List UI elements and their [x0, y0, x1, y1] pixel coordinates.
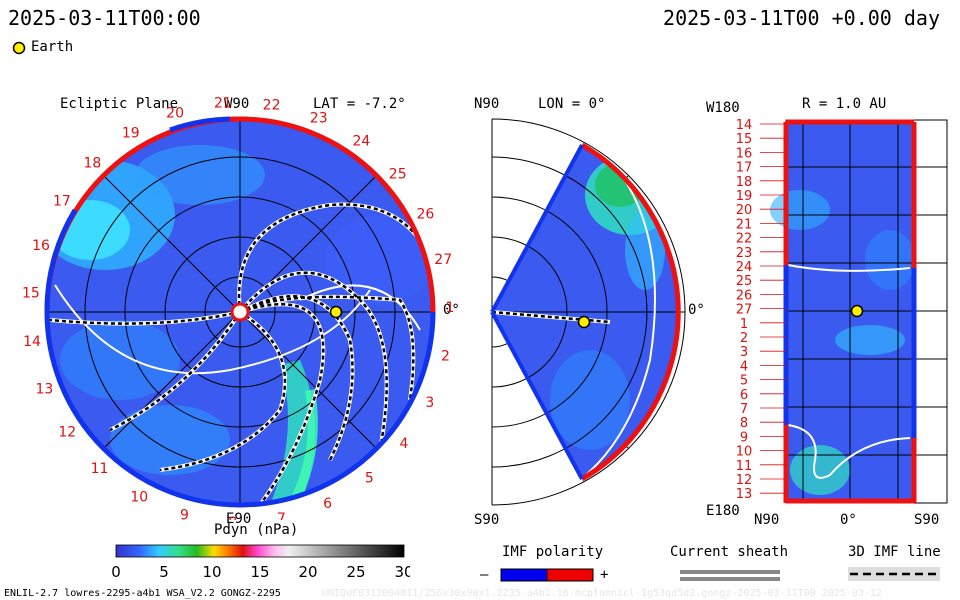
ecliptic-rotation-label: 26: [416, 206, 434, 222]
colorbar-tick-label: 15: [250, 563, 269, 580]
ecliptic-lat-label: LAT = -7.2°: [313, 96, 406, 112]
radial-e180-label: E180: [706, 503, 740, 519]
ecliptic-rotation-label: 4: [400, 436, 409, 452]
meridional-plane-map: [490, 118, 686, 506]
ecliptic-rotation-label: 18: [83, 156, 101, 172]
radial-r-label: R = 1.0 AU: [802, 96, 887, 112]
ecliptic-rotation-label: 14: [23, 334, 41, 350]
earth-marker-radial: [850, 304, 864, 318]
radial-rotation-label: 6: [740, 388, 748, 403]
radial-rotation-label: 9: [740, 430, 748, 445]
radial-rotation-label: 17: [736, 161, 753, 176]
meridional-0deg-label: 0°: [688, 302, 705, 318]
colorbar-tick-label: 30: [394, 563, 410, 580]
colorbar-tick-label: 20: [298, 563, 317, 580]
radial-rotation-label: 23: [736, 246, 753, 261]
ecliptic-rotation-label: 17: [53, 194, 71, 210]
ecliptic-rotation-label: 3: [425, 395, 434, 411]
radial-rotation-label: 5: [740, 374, 748, 389]
right-timestamp: 2025-03-11T00 +0.00 day: [663, 6, 940, 30]
ecliptic-rotation-label: 12: [58, 424, 76, 440]
imf-polarity-title: IMF polarity: [502, 544, 604, 560]
radial-rotation-label: 7: [740, 402, 748, 417]
meridional-n90-label: N90: [474, 96, 500, 112]
radial-rotation-label: 25: [736, 274, 753, 289]
radial-rotation-label: 18: [736, 175, 753, 190]
earth-marker-meridional: [577, 315, 591, 329]
radial-rotation-label: 21: [736, 217, 753, 232]
radial-rotation-label: 19: [736, 189, 753, 204]
radial-rotation-label: 24: [736, 260, 753, 275]
imf-line-title: 3D IMF line: [848, 544, 941, 560]
ecliptic-rotation-label: 10: [130, 489, 148, 505]
run-watermark: UNIQUE0312004811/256x30x90x1.2235-a4b1.1…: [322, 588, 882, 599]
ecliptic-rotation-label: 25: [389, 166, 407, 182]
ecliptic-rotation-label: 8: [228, 515, 237, 520]
ecliptic-rotation-label: 20: [166, 105, 184, 121]
imf-line-swatch: [848, 567, 940, 581]
model-info: ENLIL-2.7 lowres-2295-a4b1 WSA_V2.2 GONG…: [4, 588, 281, 599]
imf-polarity-bar: [500, 568, 594, 582]
ecliptic-rotation-label: 15: [22, 286, 40, 302]
meridional-s90-label: S90: [474, 512, 500, 528]
ecliptic-title: Ecliptic Plane: [60, 96, 179, 112]
radial-rotation-label: 26: [736, 288, 753, 303]
left-timestamp: 2025-03-11T00:00: [8, 6, 201, 30]
radial-rotation-label: 2: [740, 331, 748, 346]
current-sheath-swatch: [680, 570, 780, 581]
ecliptic-rotation-label: 2: [441, 349, 450, 365]
ecliptic-e90-label: E90: [226, 511, 252, 527]
ecliptic-rotation-label: 22: [263, 97, 281, 113]
ecliptic-rotation-label: 5: [365, 471, 374, 487]
ecliptic-rotation-label: 1: [445, 300, 454, 316]
radial-rotation-label: 4: [740, 359, 748, 374]
ecliptic-rotation-label: 9: [180, 508, 189, 521]
earth-legend-label: Earth: [31, 39, 74, 55]
imf-plus-label: +: [600, 567, 609, 583]
earth-marker-ecliptic: [329, 305, 343, 319]
colorbar-title: Pdyn (nPa): [214, 522, 299, 538]
ecliptic-rotation-label: 27: [434, 252, 452, 268]
ecliptic-rotation-label: 7: [277, 511, 286, 520]
radial-rotation-label: 1: [740, 317, 748, 332]
meridional-lon-label: LON = 0°: [538, 96, 606, 112]
colorbar-tick-label: 0: [111, 563, 121, 580]
radial-rotation-label: 15: [736, 132, 753, 147]
ecliptic-rotation-label: 11: [91, 461, 109, 477]
current-sheath-title: Current sheath: [670, 544, 789, 560]
earth-legend-icon: [12, 41, 26, 55]
ecliptic-0deg-label: 0°: [443, 302, 460, 318]
colorbar-tick-label: 10: [202, 563, 221, 580]
radial-w180-label: W180: [706, 100, 740, 116]
ecliptic-rotation-label: 13: [35, 381, 53, 397]
colorbar-tick-label: 25: [346, 563, 365, 580]
colorbar-tick-label: 5: [159, 563, 169, 580]
radial-rotation-label: 8: [740, 416, 748, 431]
imf-minus-label: –: [480, 567, 489, 583]
radial-rotation-label: 22: [736, 232, 753, 247]
radial-sphere-map: 1415161718192021222324252627123456789101…: [736, 118, 948, 504]
radial-x-0: 0°: [840, 512, 857, 528]
radial-rotation-label: 27: [736, 303, 753, 318]
radial-rotation-label: 14: [736, 118, 753, 133]
radial-rotation-label: 10: [736, 445, 753, 460]
ecliptic-rotation-label: 23: [310, 110, 328, 126]
radial-x-s90: S90: [914, 512, 940, 528]
radial-rotation-label: 16: [736, 146, 753, 161]
pdyn-colorbar: 0 5 10 15 20 25 30: [111, 544, 410, 580]
radial-rotation-label: 11: [736, 459, 753, 474]
ecliptic-rotation-label: 6: [323, 496, 332, 512]
ecliptic-plane-map: 1413121110987654321272625242322212019181…: [22, 96, 454, 521]
ecliptic-w90-label: W90: [224, 96, 250, 112]
radial-rotation-label: 20: [736, 203, 753, 218]
radial-x-n90: N90: [754, 512, 780, 528]
radial-rotation-label: 3: [740, 345, 748, 360]
ecliptic-rotation-label: 21: [214, 96, 232, 112]
radial-rotation-label: 13: [736, 487, 753, 502]
ecliptic-rotation-label: 19: [122, 126, 140, 142]
ecliptic-rotation-label: 16: [32, 238, 50, 254]
ecliptic-rotation-label: 24: [352, 134, 370, 150]
radial-rotation-label: 12: [736, 473, 753, 488]
